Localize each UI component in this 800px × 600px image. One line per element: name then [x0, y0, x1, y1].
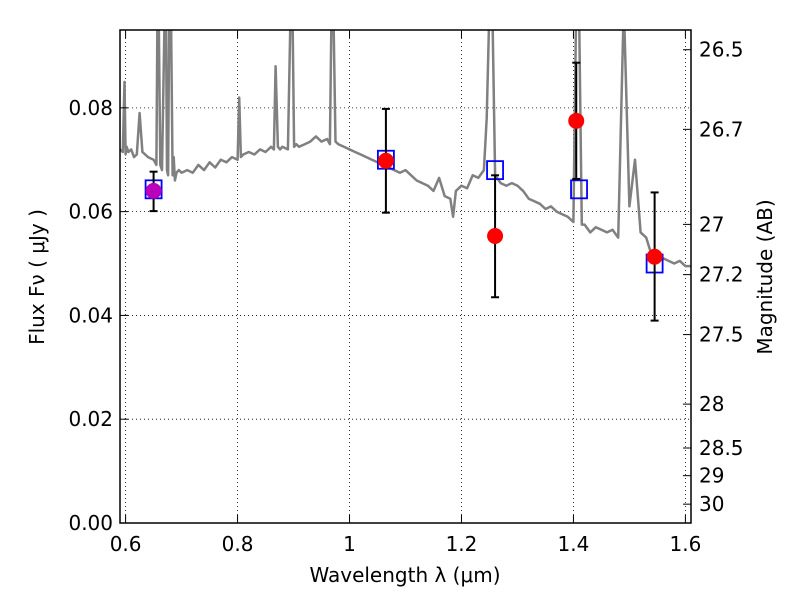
x-axis-title: Wavelength λ (μm): [309, 563, 500, 587]
y-tick-label: 0.04: [68, 303, 113, 327]
observed-photometry-point: [568, 112, 585, 129]
y2-tick-label: 28.5: [699, 436, 744, 460]
model-photometry-square: [570, 179, 588, 200]
model-sed-line: [120, 30, 691, 268]
y-tick-label: 0.00: [68, 511, 113, 535]
y2-tick-label: 26.7: [699, 117, 744, 141]
y-tick-label: 0.08: [68, 96, 113, 120]
y2-tick-label: 26.5: [699, 38, 744, 62]
y2-axis-title: Magnitude (AB): [753, 199, 777, 354]
x-tick-label: 0.6: [110, 532, 142, 556]
axis-ticks: 0.6 0.8 1 1.2 1.4 1.6 0.00 0.02 0.04 0.06 0.08 26.5…: [68, 30, 744, 556]
y2-tick-label: 27.5: [699, 323, 744, 347]
y2-tick-label: 27: [699, 212, 724, 236]
plot-area: [120, 30, 691, 322]
observed-photometry-point: [646, 248, 663, 265]
observed-photometry-point: [145, 182, 162, 199]
grid: [120, 30, 691, 524]
y2-tick-label: 30: [699, 492, 724, 516]
x-tick-label: 1.6: [669, 532, 701, 556]
y2-tick-label: 29: [699, 464, 724, 488]
y-tick-label: 0.02: [68, 407, 113, 431]
x-tick-label: 1: [343, 532, 356, 556]
y-tick-label: 0.06: [68, 200, 113, 224]
observed-photometry-point: [487, 228, 504, 245]
observed-photometry-point: [377, 152, 394, 169]
x-tick-label: 1.2: [446, 532, 478, 556]
x-tick-label: 0.8: [222, 532, 254, 556]
y2-tick-label: 28: [699, 392, 724, 416]
y-axis-title: Flux Fν ( μJy ): [25, 209, 49, 345]
x-tick-label: 1.4: [558, 532, 590, 556]
plot-frame: [119, 29, 692, 524]
y2-tick-label: 27.2: [699, 263, 744, 287]
